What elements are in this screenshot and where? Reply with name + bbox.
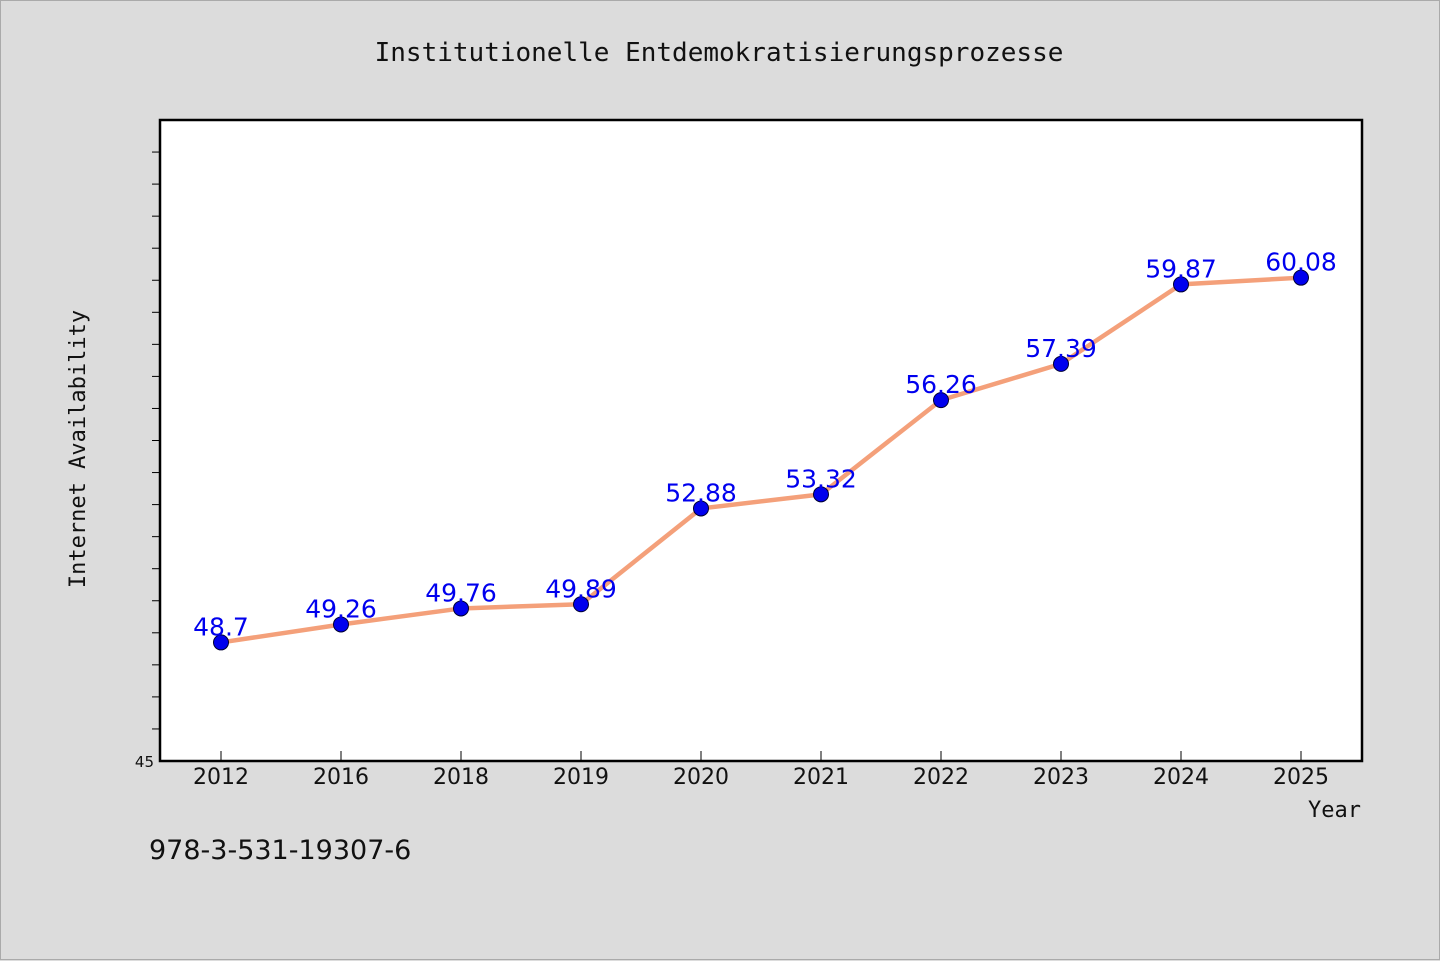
data-label: 49.26 xyxy=(305,594,377,623)
chart-title: Institutionelle Entdemokratisierungsproz… xyxy=(375,38,1064,68)
data-point xyxy=(1173,276,1189,293)
data-point xyxy=(813,486,829,503)
plot-area xyxy=(158,118,1364,763)
y-axis-label: Internet Availability xyxy=(66,310,91,588)
x-axis-ticks: 2012 2016 2018 2019 2020 2021 2022 2023 2024 2025 xyxy=(193,751,1329,790)
series-line-layer xyxy=(218,275,1304,645)
x-tick-label: 2025 xyxy=(1273,765,1329,790)
data-label: 59.87 xyxy=(1145,254,1217,283)
x-tick-label: 2022 xyxy=(913,765,969,790)
data-point xyxy=(453,600,469,617)
y-axis-ticks: 45 xyxy=(135,151,160,771)
series-markers xyxy=(213,269,1309,651)
x-tick-label: 2021 xyxy=(793,765,849,790)
data-label: 53.32 xyxy=(785,464,857,493)
x-tick-label: 2020 xyxy=(673,765,729,790)
data-label: 49.76 xyxy=(425,578,497,607)
data-point xyxy=(213,634,229,651)
data-point xyxy=(1293,269,1309,286)
x-tick-label: 2012 xyxy=(193,765,249,790)
data-labels: 48.7 49.26 49.76 49.89 52.88 53.32 56.26 57.39 5… xyxy=(193,248,1337,642)
x-tick-label: 2024 xyxy=(1153,765,1209,790)
data-point xyxy=(573,596,589,613)
y-tick-label: 45 xyxy=(135,753,154,771)
data-label: 52.88 xyxy=(665,478,737,507)
data-label: 49.89 xyxy=(545,574,617,603)
data-point xyxy=(333,616,349,633)
x-tick-label: 2023 xyxy=(1033,765,1089,790)
data-point xyxy=(1053,355,1069,372)
data-point xyxy=(693,500,709,517)
data-label: 48.7 xyxy=(193,612,249,641)
data-point xyxy=(933,392,949,409)
x-axis-label: Year xyxy=(1308,798,1361,823)
x-tick-label: 2019 xyxy=(553,765,609,790)
isbn-footer: 978-3-531-19307-6 xyxy=(149,835,412,866)
series-line xyxy=(218,275,1304,645)
x-tick-label: 2018 xyxy=(433,765,489,790)
data-label: 56.26 xyxy=(905,370,977,399)
data-label: 57.39 xyxy=(1025,334,1097,363)
x-tick-label: 2016 xyxy=(313,765,369,790)
data-label: 60.08 xyxy=(1265,248,1337,277)
